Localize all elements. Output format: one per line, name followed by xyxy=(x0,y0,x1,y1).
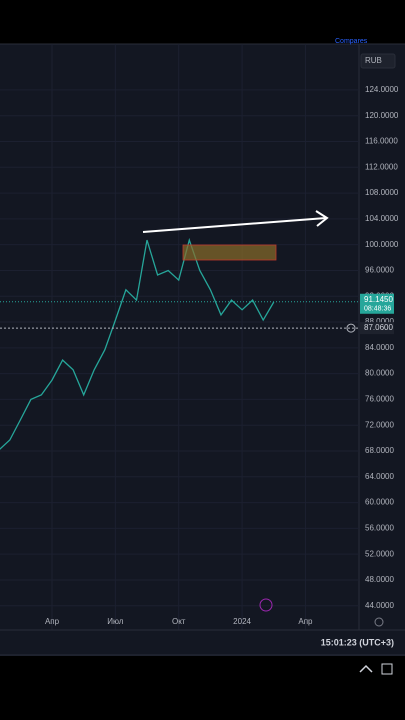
y-tick-label: 112.0000 xyxy=(365,162,398,171)
y-tick-label: 52.0000 xyxy=(365,549,394,558)
y-tick-label: 100.0000 xyxy=(365,240,399,249)
y-tick-label: 64.0000 xyxy=(365,472,394,481)
clock: 15:01:23 (UTC+3) xyxy=(321,637,394,647)
chart-area xyxy=(0,44,405,656)
settings-icon[interactable] xyxy=(374,617,384,627)
zone-rectangle xyxy=(182,244,277,261)
y-tick-label: 80.0000 xyxy=(365,369,394,378)
y-tick-label: 76.0000 xyxy=(365,395,394,404)
y-tick-label: 60.0000 xyxy=(365,498,394,507)
x-tick-label: Окт xyxy=(172,617,186,626)
y-tick-label: 108.0000 xyxy=(365,188,399,197)
y-tick-label: 104.0000 xyxy=(365,214,399,223)
trend-arrow xyxy=(142,217,327,233)
currency-box[interactable] xyxy=(360,53,396,69)
currency[interactable]: RUB xyxy=(365,56,382,65)
last-price-label: 91.1450 xyxy=(364,295,393,304)
collapse-icon[interactable] xyxy=(359,664,373,673)
x-tick-label: Апр xyxy=(45,617,60,626)
y-tick-label: 68.0000 xyxy=(365,446,394,455)
x-tick-label: Июл xyxy=(107,617,124,626)
y-tick-label: 72.0000 xyxy=(365,420,394,429)
alert-price-label: 87.0600 xyxy=(364,323,393,332)
y-tick-label: 96.0000 xyxy=(365,266,394,275)
event-icon[interactable] xyxy=(259,598,273,612)
y-tick-label: 44.0000 xyxy=(365,601,394,610)
fullscreen-icon[interactable] xyxy=(381,663,393,675)
alert-price-box xyxy=(360,322,394,335)
arrow-head xyxy=(315,210,329,227)
y-tick-label: 84.0000 xyxy=(365,343,394,352)
alert-add-icon[interactable] xyxy=(346,323,356,333)
x-tick-label: 2024 xyxy=(233,617,251,626)
y-tick-label: 120.0000 xyxy=(365,111,399,120)
x-tick-label: Апр xyxy=(298,617,313,626)
y-tick-label: 124.0000 xyxy=(365,85,399,94)
price-line xyxy=(0,237,275,450)
last-price-box xyxy=(360,293,394,314)
countdown: 08:48:36 xyxy=(364,306,391,313)
y-tick-label: 48.0000 xyxy=(365,575,394,584)
y-tick-label: 88.0000 xyxy=(365,317,394,326)
y-tick-label: 116.0000 xyxy=(365,137,398,146)
y-tick-label: 56.0000 xyxy=(365,523,394,532)
compare-button[interactable]: Compares xyxy=(335,38,368,45)
